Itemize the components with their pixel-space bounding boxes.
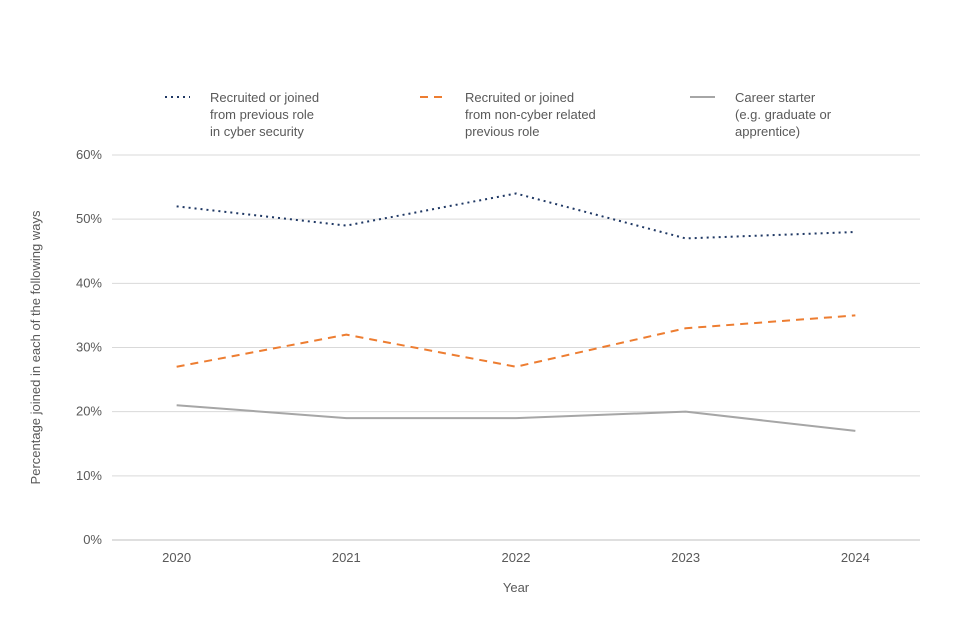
chart-svg: 0% 10% 20% 30% 40% 50% 60% 2020 2021 2022 2023 2024… <box>0 0 960 640</box>
x-tick-label: 2022 <box>502 550 531 565</box>
legend-label: Recruited or joined <box>210 90 319 105</box>
legend-label: Career starter <box>735 90 816 105</box>
x-tick-label: 2021 <box>332 550 361 565</box>
svg-text:40%: 40% <box>76 275 102 290</box>
x-axis-label: Year <box>503 580 530 595</box>
svg-text:10%: 10% <box>76 468 102 483</box>
svg-text:50%: 50% <box>76 211 102 226</box>
legend-label: apprentice) <box>735 124 800 139</box>
x-tick-label: 2023 <box>671 550 700 565</box>
svg-text:0%: 0% <box>83 532 102 547</box>
legend-label: in cyber security <box>210 124 304 139</box>
svg-text:60%: 60% <box>76 147 102 162</box>
legend-label: from non-cyber related <box>465 107 596 122</box>
legend-label: previous role <box>465 124 539 139</box>
y-axis-label: Percentage joined in each of the followi… <box>28 210 43 484</box>
line-chart: 0% 10% 20% 30% 40% 50% 60% 2020 2021 2022 2023 2024… <box>0 0 960 640</box>
svg-text:30%: 30% <box>76 340 102 355</box>
svg-text:20%: 20% <box>76 404 102 419</box>
legend-label: (e.g. graduate or <box>735 107 832 122</box>
x-tick-label: 2020 <box>162 550 191 565</box>
legend-label: Recruited or joined <box>465 90 574 105</box>
legend-label: from previous role <box>210 107 314 122</box>
x-tick-label: 2024 <box>841 550 870 565</box>
